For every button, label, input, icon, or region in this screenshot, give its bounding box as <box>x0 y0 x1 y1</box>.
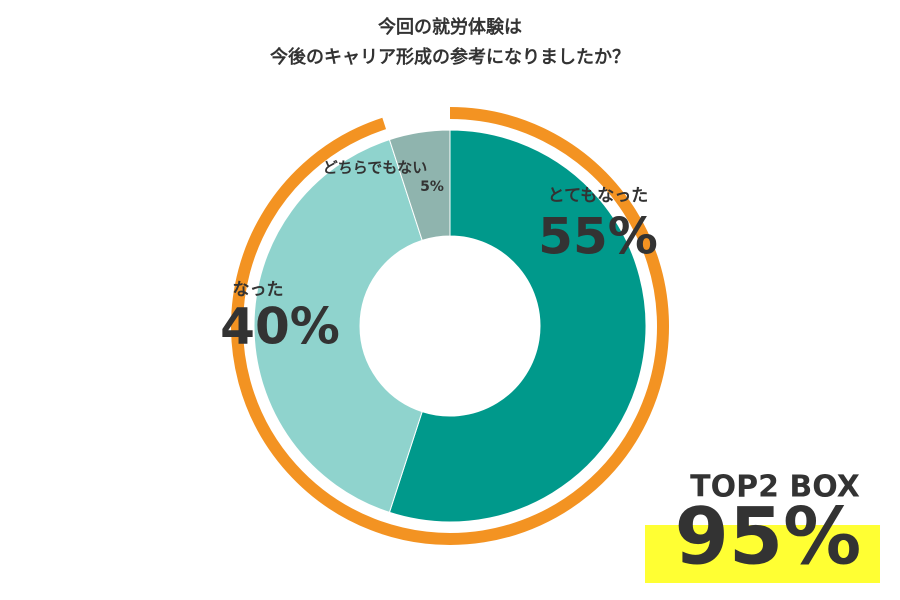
chart-title: 今後のキャリア形成の参考になりましたか？ <box>270 46 630 68</box>
top2-value: 95% <box>675 492 862 582</box>
highlight-box <box>645 525 880 583</box>
value-label: 5% <box>420 179 444 195</box>
value-label: 40% <box>220 298 340 356</box>
top2-arc <box>231 107 669 545</box>
top2-label: TOP2 BOX <box>690 470 860 505</box>
slice-label: なった <box>233 280 284 300</box>
donut-slice <box>253 138 423 514</box>
slice-label: どちらでもない <box>323 159 428 177</box>
slice-label: とてもなった <box>548 186 649 206</box>
donut-slice <box>388 129 647 523</box>
donut-slice <box>388 129 451 242</box>
value-label: 55% <box>538 208 658 266</box>
chart-title: 今回の就労体験は <box>378 16 522 38</box>
